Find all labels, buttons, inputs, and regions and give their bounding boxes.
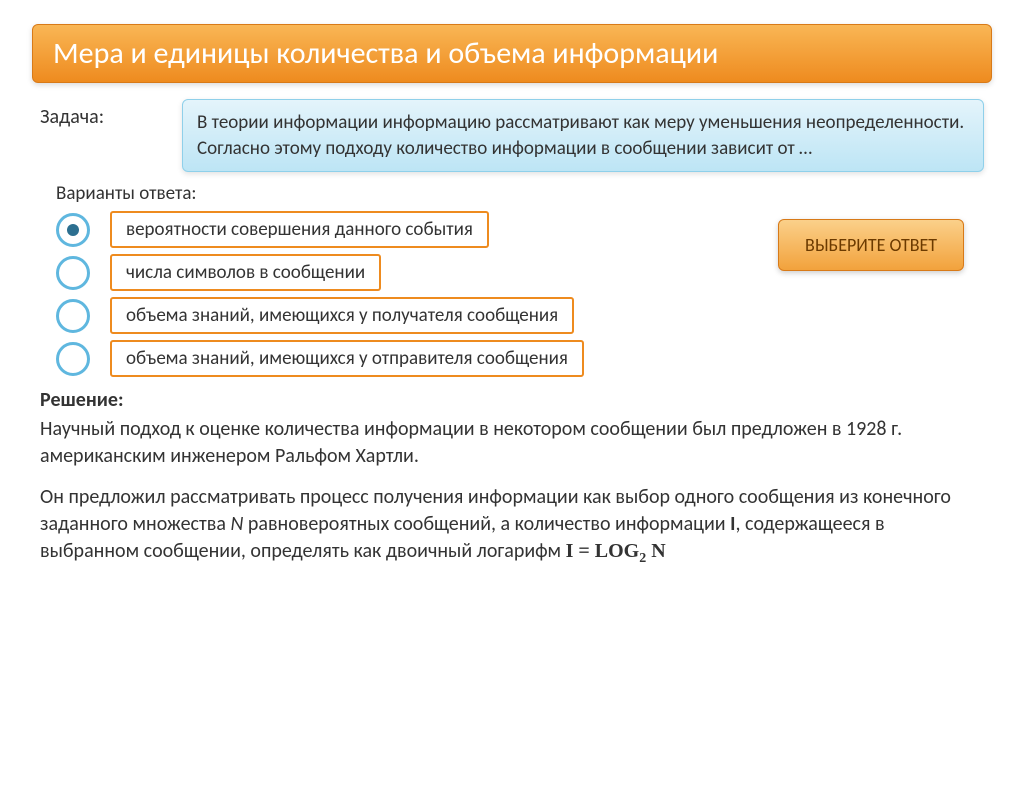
solution-variable-n: N: [230, 512, 243, 536]
options-area: вероятности совершения данного события ч…: [56, 211, 984, 377]
radio-option-2[interactable]: [56, 256, 90, 290]
radio-option-3[interactable]: [56, 299, 90, 333]
solution-para-2: Он предложил рассматривать процесс получ…: [40, 484, 984, 569]
formula: I = LOG2 N: [566, 540, 666, 562]
page-title: Мера и единицы количества и объема инфор…: [32, 24, 992, 83]
solution-para-1: Научный подход к оценке количества инфор…: [40, 416, 984, 470]
question-box: В теории информации информацию рассматри…: [182, 99, 984, 172]
formula-tail: N: [646, 540, 665, 562]
option-text-3[interactable]: объема знаний, имеющихся у получателя со…: [110, 297, 574, 334]
option-row: объема знаний, имеющихся у получателя со…: [56, 297, 984, 334]
radio-option-4[interactable]: [56, 342, 90, 376]
select-answer-button[interactable]: ВЫБЕРИТЕ ОТВЕТ: [778, 219, 964, 271]
solution-block: Решение: Научный подход к оценке количес…: [40, 387, 984, 569]
question-row: Задача: В теории информации информацию р…: [40, 99, 984, 172]
formula-text: I = LOG: [566, 540, 640, 562]
option-row: объема знаний, имеющихся у отправителя с…: [56, 340, 984, 377]
variants-label: Варианты ответа:: [56, 182, 984, 205]
option-text-4[interactable]: объема знаний, имеющихся у отправителя с…: [110, 340, 584, 377]
option-text-1[interactable]: вероятности совершения данного события: [110, 211, 489, 248]
solution-heading: Решение:: [40, 387, 984, 414]
radio-option-1[interactable]: [56, 213, 90, 247]
task-label: Задача:: [40, 99, 170, 172]
option-text-2[interactable]: числа символов в сообщении: [110, 254, 381, 291]
solution-text: равновероятных сообщений, а количество и…: [243, 512, 730, 536]
